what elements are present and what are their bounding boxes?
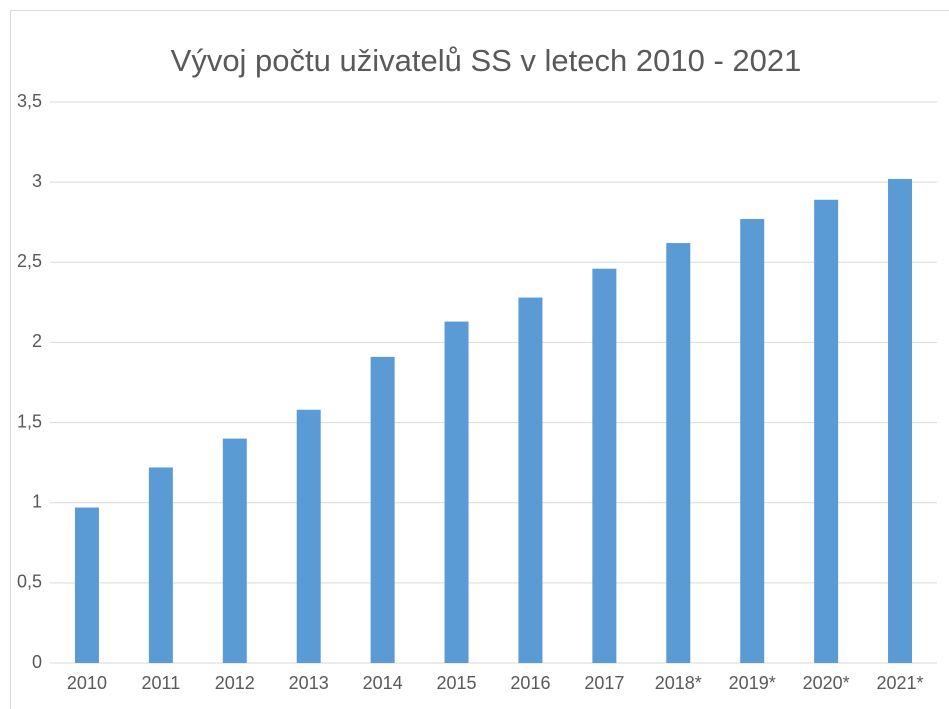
bar xyxy=(888,178,913,664)
y-tick-label: 1 xyxy=(32,491,42,511)
x-tick-label: 2016 xyxy=(510,673,550,693)
bar xyxy=(148,467,173,663)
y-tick-label: 3,5 xyxy=(17,91,42,111)
y-tick-label: 0,5 xyxy=(17,572,42,592)
x-tick-label: 2019* xyxy=(729,673,776,693)
bar xyxy=(74,507,99,663)
x-tick-label: 2018* xyxy=(655,673,702,693)
x-tick-label: 2021* xyxy=(877,673,924,693)
x-tick-label: 2013 xyxy=(289,673,329,693)
x-tick-label: 2010 xyxy=(67,673,107,693)
bar xyxy=(814,199,839,663)
x-tick-label: 2011 xyxy=(142,673,181,693)
bar xyxy=(296,409,321,663)
bar xyxy=(592,268,617,663)
y-tick-label: 3 xyxy=(32,171,42,191)
bar xyxy=(740,219,765,663)
bar xyxy=(518,297,543,663)
x-tick-label: 2014 xyxy=(363,673,403,693)
y-tick-label: 0 xyxy=(32,652,42,672)
y-tick-label: 2 xyxy=(32,331,42,351)
bar xyxy=(666,243,691,663)
y-tick-label: 1,5 xyxy=(17,411,42,431)
x-tick-label: 2012 xyxy=(215,673,255,693)
y-tick-label: 2,5 xyxy=(17,251,42,271)
chart-title: Vývoj počtu uživatelů SS v letech 2010 -… xyxy=(171,43,802,78)
bar xyxy=(444,321,469,663)
bar xyxy=(370,356,395,663)
x-tick-label: 2015 xyxy=(437,673,477,693)
bar xyxy=(222,438,247,663)
x-tick-label: 2017 xyxy=(584,673,624,693)
x-tick-label: 2020* xyxy=(803,673,850,693)
